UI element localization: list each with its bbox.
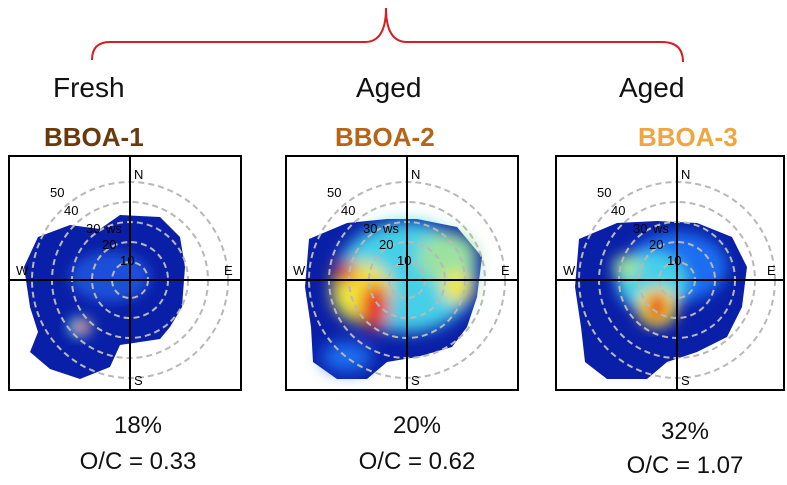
south-label: S <box>681 373 690 388</box>
panel-1-name: BBOA-1 <box>44 122 144 152</box>
west-label: W <box>563 263 576 278</box>
ring-label-10: 10 <box>667 253 681 268</box>
ring-label-40: 40 <box>341 203 355 218</box>
panel-3-fraction: 32% <box>660 418 710 445</box>
west-label: W <box>16 263 29 278</box>
panel-3-windrose: N S E W 50 40 30 ws 20 10 <box>555 155 785 391</box>
east-label: E <box>501 263 510 278</box>
ring-label-20: 20 <box>649 237 663 252</box>
east-label: E <box>767 263 776 278</box>
east-label: E <box>224 263 233 278</box>
south-label: S <box>411 373 420 388</box>
grouping-bracket <box>91 7 684 63</box>
panel-1-state: Fresh <box>53 72 125 103</box>
panel-3-state: Aged <box>619 72 685 103</box>
ws-label: ws <box>652 221 669 236</box>
ring-label-30: 30 <box>633 221 647 236</box>
panel-2-fraction: 20% <box>392 412 442 439</box>
ring-label-40: 40 <box>611 203 625 218</box>
ring-label-30: 30 <box>86 221 100 236</box>
panel-2-state: Aged <box>356 72 422 103</box>
panel-2-oc: O/C = 0.62 <box>358 448 476 475</box>
panel-2-windrose: N S E W 50 40 30 ws 20 10 <box>285 155 519 391</box>
south-label: S <box>134 373 143 388</box>
north-label: N <box>411 167 420 182</box>
ring-label-50: 50 <box>597 185 611 200</box>
ring-label-20: 20 <box>379 237 393 252</box>
ring-label-50: 50 <box>327 185 341 200</box>
north-label: N <box>134 167 143 182</box>
panel-1-svg: N S E W 50 40 30 ws 20 10 <box>10 157 240 389</box>
ring-label-20: 20 <box>102 237 116 252</box>
north-label: N <box>681 167 690 182</box>
bracket-path <box>91 7 684 63</box>
ring-label-40: 40 <box>64 203 78 218</box>
panel-1-windrose: N S E W 50 40 30 ws 20 10 <box>8 155 242 391</box>
panel-2-name: BBOA-2 <box>335 122 435 152</box>
panel-1-fraction: 18% <box>113 412 163 439</box>
ring-label-50: 50 <box>50 185 64 200</box>
panel-2-svg: N S E W 50 40 30 ws 20 10 <box>287 157 517 389</box>
panel-3-svg: N S E W 50 40 30 ws 20 10 <box>557 157 783 389</box>
west-label: W <box>293 263 306 278</box>
ring-label-30: 30 <box>363 221 377 236</box>
ring-label-10: 10 <box>397 253 411 268</box>
panel-3-oc: O/C = 1.07 <box>626 452 744 479</box>
panel-3-name: BBOA-3 <box>638 122 738 152</box>
panel-1-oc: O/C = 0.33 <box>79 448 197 475</box>
ring-label-10: 10 <box>120 253 134 268</box>
ws-label: ws <box>105 221 122 236</box>
ws-label: ws <box>382 221 399 236</box>
